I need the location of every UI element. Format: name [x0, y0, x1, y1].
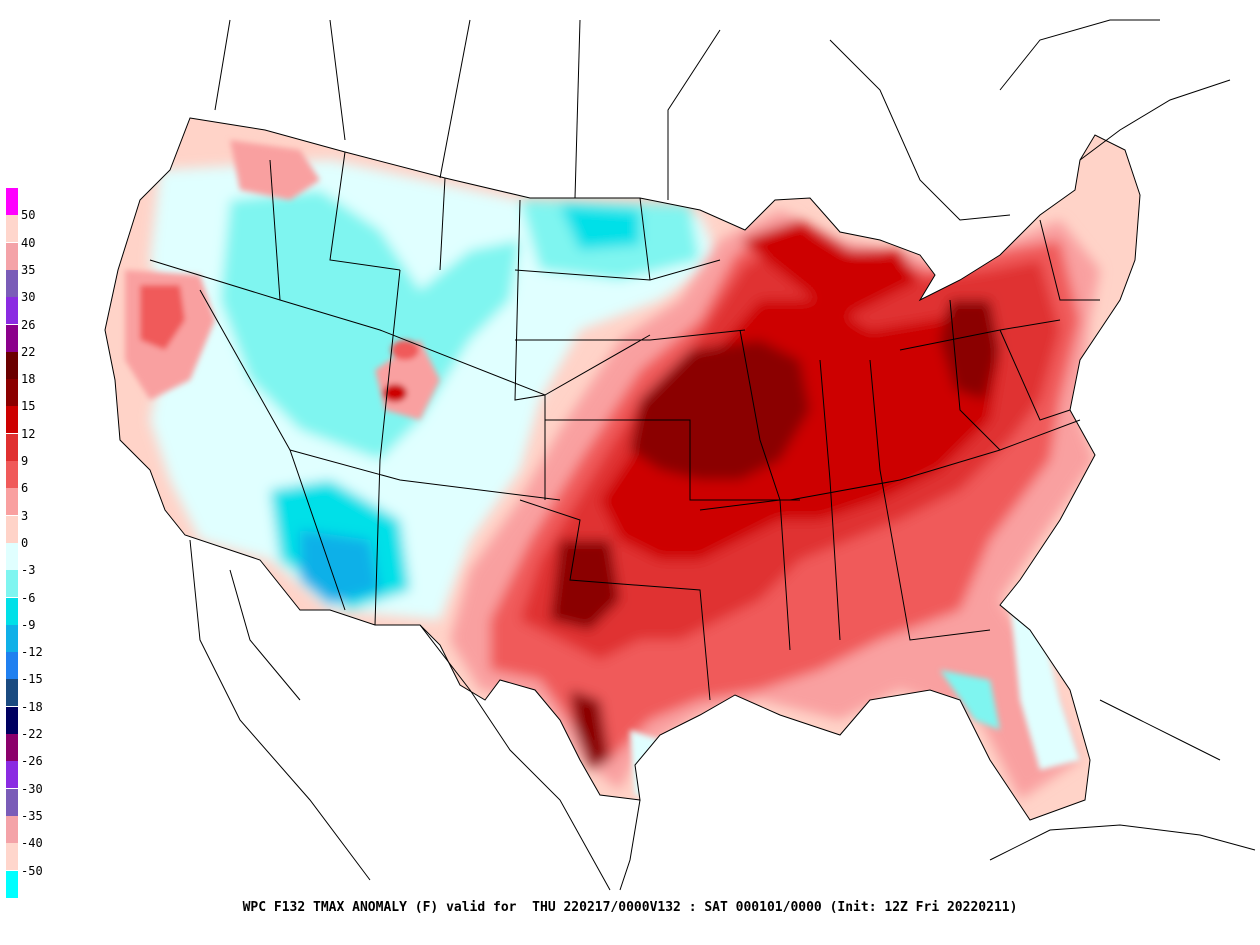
legend-swatch [6, 515, 18, 543]
legend-swatch [6, 870, 18, 898]
legend-swatch [6, 734, 18, 761]
legend-label: 12 [21, 426, 36, 441]
legend-swatch [6, 242, 18, 270]
legend-label: 22 [21, 344, 36, 359]
legend-swatch [6, 815, 18, 843]
legend-label: -50 [21, 863, 43, 878]
legend-label: 3 [21, 508, 29, 523]
legend-label: -40 [21, 836, 43, 851]
legend-label: -9 [21, 617, 36, 632]
legend-swatch [6, 597, 18, 625]
legend-label: 6 [21, 481, 29, 496]
legend-label: -18 [21, 699, 43, 714]
legend-label: 18 [21, 372, 36, 387]
legend-swatch [6, 297, 18, 325]
legend-label: 50 [21, 208, 36, 223]
legend-swatch [6, 269, 18, 297]
legend-label: -15 [21, 672, 43, 687]
legend-swatch [6, 624, 18, 652]
legend-swatch [6, 461, 18, 488]
legend-label: -35 [21, 808, 43, 823]
legend-label: -12 [21, 645, 43, 660]
legend-swatch [6, 324, 18, 352]
legend-label: 0 [21, 535, 29, 550]
legend-swatch [6, 761, 18, 789]
legend-label: 26 [21, 317, 36, 332]
legend-label: -30 [21, 781, 43, 796]
legend-swatch [6, 406, 18, 434]
legend-label: 35 [21, 262, 36, 277]
legend-label: 30 [21, 290, 36, 305]
legend-label: -22 [21, 727, 43, 741]
legend-label: 40 [21, 235, 36, 250]
legend-label: -6 [21, 590, 36, 605]
legend-swatch [6, 488, 18, 516]
legend-label: -3 [21, 563, 36, 578]
legend-swatch [6, 188, 18, 215]
legend-label: 15 [21, 399, 36, 414]
legend-swatch [6, 433, 18, 461]
legend-swatch [6, 379, 18, 407]
legend-swatch [6, 351, 18, 379]
legend-swatch [6, 652, 18, 680]
legend-swatch [6, 570, 18, 598]
color-legend: 50 40 35 30 26 22 18 15 12 9 6 3 0 -3 -6 -9 -12 -15 -18 -22… [0, 0, 60, 945]
legend-label: -26 [21, 754, 43, 769]
legend-swatch [6, 542, 18, 570]
legend-label: 9 [21, 454, 29, 468]
legend-swatch [6, 788, 18, 816]
legend-swatch [6, 843, 18, 871]
legend-swatch [6, 679, 18, 707]
legend-swatch [6, 706, 18, 734]
map-caption: WPC F132 TMAX ANOMALY (F) valid for THU … [242, 900, 1018, 915]
legend-swatch [6, 215, 18, 243]
